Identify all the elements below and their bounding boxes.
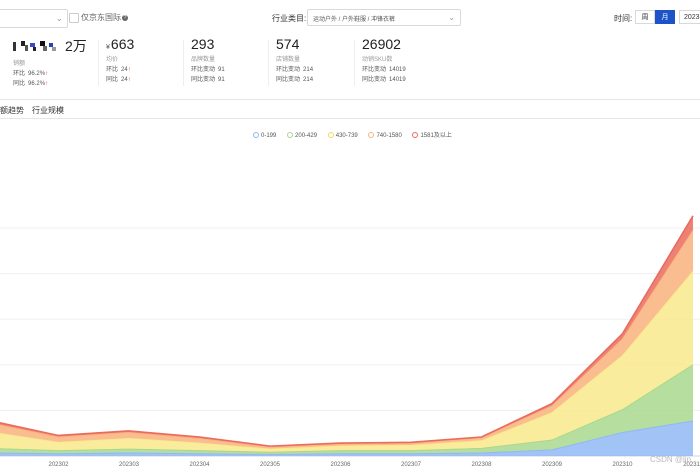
time-option-week[interactable]: 周 bbox=[635, 10, 655, 24]
x-tick-label: 202304 bbox=[189, 462, 210, 468]
series-area-0 bbox=[0, 421, 693, 456]
metric-name: 品牌数量 bbox=[191, 57, 216, 63]
metric-value: ¥663 bbox=[106, 36, 135, 52]
divider bbox=[98, 40, 99, 86]
metric-value: 574 bbox=[276, 36, 300, 52]
metric-shop-count: 574 店铺数量 环比变动 214 同比变动 214 bbox=[276, 36, 313, 83]
chevron-down-icon: ⌄ bbox=[448, 13, 455, 22]
metric-yoy: 同比变动 91 bbox=[191, 77, 225, 83]
metric-avg-price: ¥663 均价 环比 24↑ 同比 24↑ bbox=[106, 36, 134, 83]
legend-marker bbox=[368, 132, 375, 138]
x-tick-label: 202302 bbox=[48, 462, 69, 468]
divider bbox=[0, 118, 700, 119]
up-arrow-icon: ↑ bbox=[127, 67, 131, 73]
category-value: 运动户外 / 户外鞋服 / 冲锋衣裤 bbox=[313, 17, 396, 23]
divider bbox=[354, 40, 355, 86]
time-option-year[interactable]: 2023年 bbox=[679, 10, 700, 24]
series-line-2 bbox=[0, 270, 694, 450]
metric-mom: 环比 24↑ bbox=[106, 67, 131, 73]
x-tick-label: 202303 bbox=[119, 462, 140, 468]
x-tick-label: 202305 bbox=[260, 462, 281, 468]
series-line-4 bbox=[0, 215, 694, 447]
x-tick-label: 202308 bbox=[471, 462, 492, 468]
chevron-down-icon: ⌄ bbox=[55, 13, 63, 23]
metric-yoy: 同比 24↑ bbox=[106, 77, 131, 83]
time-option-month[interactable]: 月 bbox=[655, 10, 675, 24]
checkbox-label-text: 仅京东国际 bbox=[81, 13, 121, 22]
legend-marker bbox=[287, 132, 294, 138]
x-tick-label: 202307 bbox=[401, 462, 422, 468]
metric-value: 26902 bbox=[362, 36, 401, 52]
tab-bar: 额趋势 行业规模 bbox=[0, 101, 700, 119]
divider bbox=[268, 40, 269, 86]
x-tick-label: 202310 bbox=[612, 462, 633, 468]
legend-marker bbox=[412, 132, 419, 138]
metric-name: 均价 bbox=[106, 57, 119, 63]
filter-bar: ⌄ 仅京东国际? 行业类目: 运动户外 / 户外鞋服 / 冲锋衣裤 ⌄ 时间: … bbox=[0, 0, 700, 34]
metric-name: 动销SKU数 bbox=[362, 57, 393, 63]
metric-mom: 环比变动 14019 bbox=[362, 67, 406, 73]
metric-value: 293 bbox=[191, 36, 215, 52]
up-arrow-icon: ↑ bbox=[45, 71, 49, 77]
metric-yoy: 同比 96.2%↑ bbox=[13, 81, 49, 87]
up-arrow-icon: ↑ bbox=[45, 81, 49, 87]
legend-marker bbox=[253, 132, 259, 138]
tab-industry-scale[interactable]: 行业规模 bbox=[32, 106, 64, 115]
legend-item[interactable]: 740-1580 bbox=[368, 132, 402, 139]
up-arrow-icon: ↑ bbox=[127, 77, 131, 83]
x-tick-label: 202311 bbox=[683, 462, 700, 468]
metric-name: 销额 bbox=[13, 61, 26, 67]
jd-intl-checkbox[interactable] bbox=[69, 13, 79, 23]
legend-marker bbox=[327, 132, 334, 138]
x-tick-label: 202306 bbox=[330, 462, 351, 468]
legend-item[interactable]: 0-199 bbox=[253, 132, 276, 139]
watermark: CSDN @lin bbox=[650, 455, 692, 464]
chart-legend: 0-199 200-429 430-739 740-1580 1581及以上 bbox=[253, 130, 461, 140]
divider bbox=[0, 99, 700, 100]
redacted-pixels bbox=[13, 39, 65, 56]
divider bbox=[183, 40, 184, 86]
metric-sales: 2万 销额 环比 96.2%↑ 同比 96.2%↑ bbox=[13, 36, 87, 87]
series-line-0 bbox=[0, 420, 694, 455]
metric-yoy: 同比变动 14019 bbox=[362, 77, 406, 83]
legend-item[interactable]: 200-429 bbox=[287, 132, 317, 139]
tab-sales-trend[interactable]: 额趋势 bbox=[0, 106, 24, 115]
time-label: 时间: bbox=[614, 14, 633, 23]
series-line-1 bbox=[0, 364, 694, 453]
metric-sku-count: 26902 动销SKU数 环比变动 14019 同比变动 14019 bbox=[362, 36, 406, 83]
x-tick-label: 202309 bbox=[542, 462, 563, 468]
legend-item[interactable]: 430-739 bbox=[327, 132, 358, 139]
metric-value: 2万 bbox=[13, 36, 87, 56]
metric-mom: 环比 96.2%↑ bbox=[13, 71, 49, 77]
metric-mom: 环比变动 91 bbox=[191, 67, 225, 73]
category-select[interactable]: 运动户外 / 户外鞋服 / 冲锋衣裤 ⌄ bbox=[307, 9, 461, 26]
stacked-area-chart[interactable]: 202302 202303 202304 202305 202306 202307 2023… bbox=[0, 140, 700, 470]
metric-yoy: 同比变动 214 bbox=[276, 77, 314, 83]
info-icon[interactable]: ? bbox=[122, 15, 128, 21]
jd-intl-checkbox-label: 仅京东国际? bbox=[81, 12, 128, 23]
metric-value-text: 2万 bbox=[65, 38, 87, 54]
metric-mom: 环比变动 214 bbox=[276, 67, 314, 73]
metric-name: 店铺数量 bbox=[276, 57, 301, 63]
metric-brand-count: 293 品牌数量 环比变动 91 同比变动 91 bbox=[191, 36, 225, 83]
category-label: 行业类目: bbox=[272, 14, 307, 23]
shop-select[interactable]: ⌄ bbox=[0, 9, 68, 28]
legend-item[interactable]: 1581及以上 bbox=[412, 130, 452, 139]
